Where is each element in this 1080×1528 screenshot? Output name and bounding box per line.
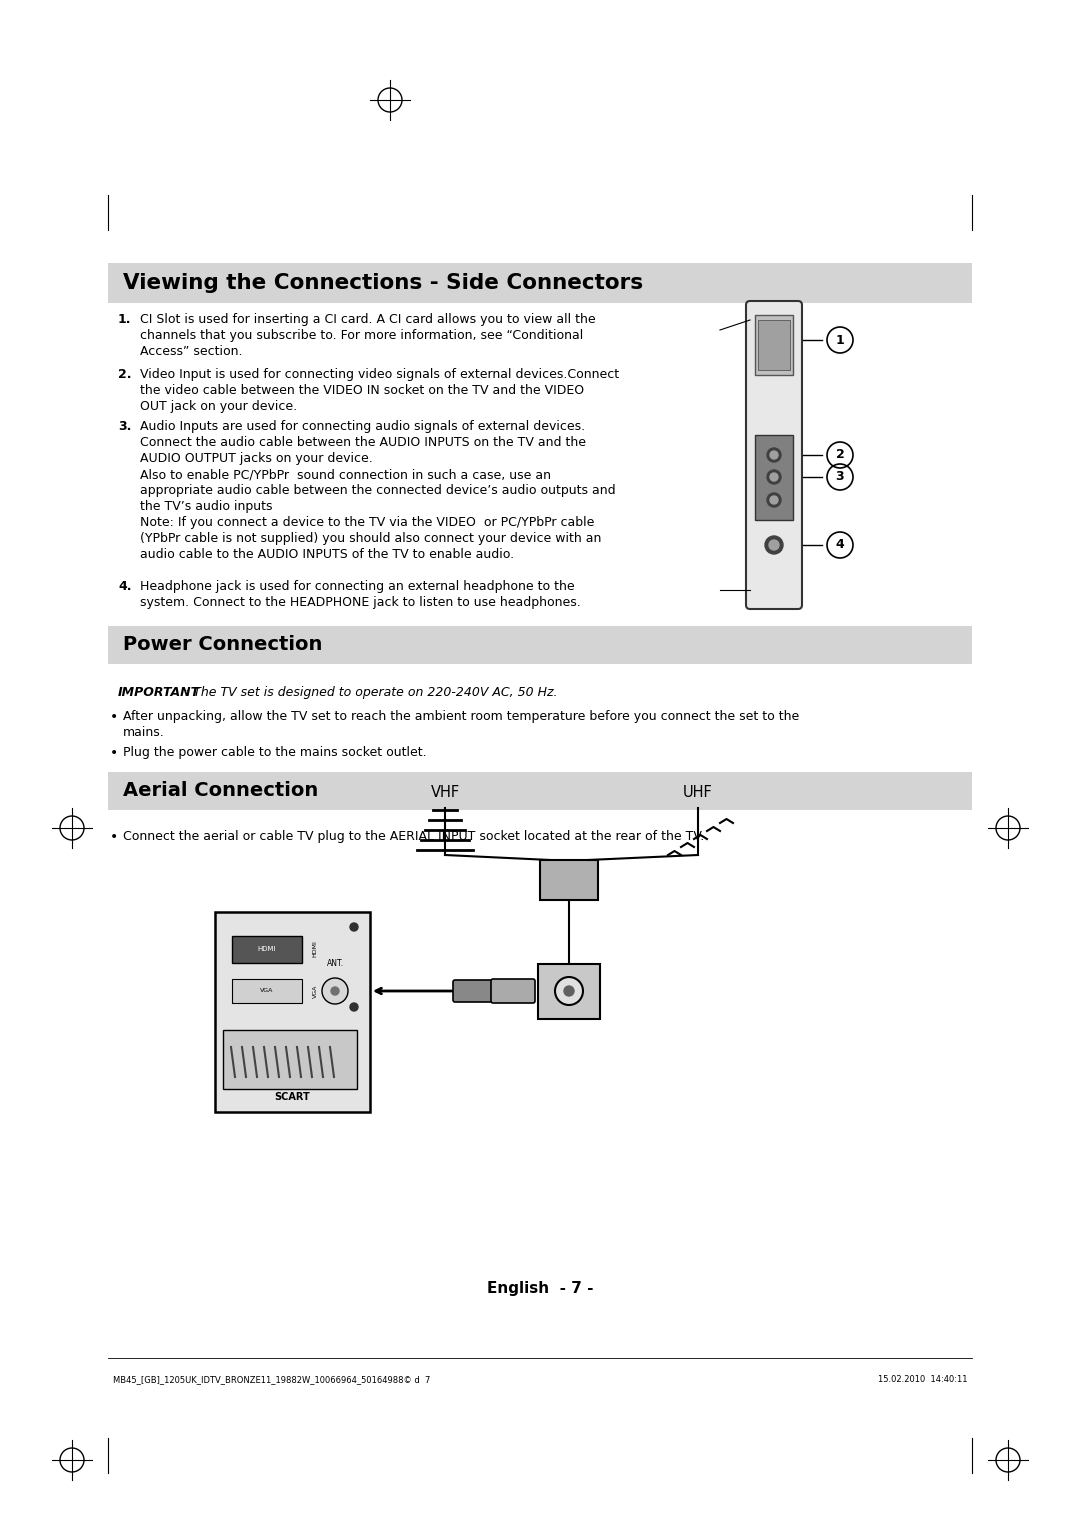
Text: Aerial Connection: Aerial Connection [123, 781, 319, 801]
Text: 4.: 4. [118, 581, 132, 593]
FancyBboxPatch shape [232, 937, 302, 963]
Text: HDMI: HDMI [258, 946, 276, 952]
Text: AUDIO OUTPUT jacks on your device.: AUDIO OUTPUT jacks on your device. [140, 452, 373, 465]
Text: UHF: UHF [684, 785, 713, 801]
Text: 4: 4 [836, 538, 845, 552]
Circle shape [350, 923, 357, 931]
Bar [538, 964, 600, 1019]
Text: ANT.: ANT. [327, 960, 345, 969]
Text: 15.02.2010  14:40:11: 15.02.2010 14:40:11 [877, 1375, 967, 1384]
Text: SCART: SCART [274, 1093, 310, 1102]
Text: Connect the aerial or cable TV plug to the AERIAL INPUT socket located at the re: Connect the aerial or cable TV plug to t… [123, 830, 704, 843]
Text: Connect the audio cable between the AUDIO INPUTS on the TV and the: Connect the audio cable between the AUDI… [140, 435, 586, 449]
Bar [758, 319, 789, 370]
Bar [755, 435, 793, 520]
Circle shape [322, 978, 348, 1004]
Text: English  - 7 -: English - 7 - [487, 1280, 593, 1296]
Text: the TV’s audio inputs: the TV’s audio inputs [140, 500, 272, 513]
Bar [108, 626, 972, 665]
Circle shape [350, 1002, 357, 1012]
Bar [755, 315, 793, 374]
Text: (YPbPr cable is not supplied) you should also connect your device with an: (YPbPr cable is not supplied) you should… [140, 532, 602, 545]
Circle shape [827, 465, 853, 490]
Circle shape [767, 471, 781, 484]
Text: After unpacking, allow the TV set to reach the ambient room temperature before y: After unpacking, allow the TV set to rea… [123, 711, 799, 723]
Circle shape [564, 986, 573, 996]
Text: IMPORTANT: IMPORTANT [118, 686, 200, 698]
Bar [540, 860, 598, 900]
Text: audio cable to the AUDIO INPUTS of the TV to enable audio.: audio cable to the AUDIO INPUTS of the T… [140, 549, 514, 561]
Text: HDMI: HDMI [312, 941, 318, 958]
Text: 3.: 3. [118, 420, 132, 432]
Text: system. Connect to the HEADPHONE jack to listen to use headphones.: system. Connect to the HEADPHONE jack to… [140, 596, 581, 610]
Text: 2: 2 [836, 449, 845, 461]
Text: 1: 1 [836, 333, 845, 347]
Circle shape [555, 976, 583, 1005]
Text: Audio Inputs are used for connecting audio signals of external devices.: Audio Inputs are used for connecting aud… [140, 420, 585, 432]
Text: •: • [110, 711, 118, 724]
Text: •: • [110, 830, 118, 843]
Text: VGA: VGA [260, 989, 273, 993]
Text: 1.: 1. [118, 313, 132, 325]
Circle shape [330, 987, 339, 995]
Circle shape [770, 497, 778, 504]
Text: Power Connection: Power Connection [123, 636, 322, 654]
Text: OUT jack on your device.: OUT jack on your device. [140, 400, 297, 413]
Circle shape [827, 442, 853, 468]
FancyBboxPatch shape [453, 979, 492, 1002]
Circle shape [767, 494, 781, 507]
Text: Video Input is used for connecting video signals of external devices.Connect: Video Input is used for connecting video… [140, 368, 619, 380]
Text: Viewing the Connections - Side Connectors: Viewing the Connections - Side Connector… [123, 274, 643, 293]
FancyBboxPatch shape [491, 979, 535, 1002]
Circle shape [765, 536, 783, 555]
Text: Access” section.: Access” section. [140, 345, 243, 358]
Text: CI Slot is used for inserting a CI card. A CI card allows you to view all the: CI Slot is used for inserting a CI card.… [140, 313, 596, 325]
FancyBboxPatch shape [232, 979, 302, 1002]
Text: 2.: 2. [118, 368, 132, 380]
Text: Plug the power cable to the mains socket outlet.: Plug the power cable to the mains socket… [123, 746, 427, 759]
FancyBboxPatch shape [746, 301, 802, 610]
Text: mains.: mains. [123, 726, 165, 740]
Circle shape [770, 474, 778, 481]
Text: Headphone jack is used for connecting an external headphone to the: Headphone jack is used for connecting an… [140, 581, 575, 593]
Text: VGA: VGA [312, 984, 318, 998]
Text: •: • [110, 746, 118, 759]
Text: 3: 3 [836, 471, 845, 483]
Circle shape [770, 451, 778, 458]
Text: channels that you subscribe to. For more information, see “Conditional: channels that you subscribe to. For more… [140, 329, 583, 342]
Circle shape [769, 539, 779, 550]
Circle shape [767, 448, 781, 461]
Circle shape [827, 532, 853, 558]
Text: VHF: VHF [431, 785, 460, 801]
Text: : The TV set is designed to operate on 220-240V AC, 50 Hz.: : The TV set is designed to operate on 2… [185, 686, 557, 698]
Text: Also to enable PC/YPbPr  sound connection in such a case, use an: Also to enable PC/YPbPr sound connection… [140, 468, 551, 481]
Bar [108, 263, 972, 303]
Text: appropriate audio cable between the connected device’s audio outputs and: appropriate audio cable between the conn… [140, 484, 616, 497]
Bar [215, 912, 370, 1112]
Text: MB45_[GB]_1205UK_IDTV_BRONZE11_19882W_10066964_50164988© d  7: MB45_[GB]_1205UK_IDTV_BRONZE11_19882W_10… [113, 1375, 430, 1384]
Bar [108, 772, 972, 810]
Text: Note: If you connect a device to the TV via the VIDEO  or PC/YPbPr cable: Note: If you connect a device to the TV … [140, 516, 594, 529]
Circle shape [827, 327, 853, 353]
FancyBboxPatch shape [222, 1030, 357, 1089]
Text: the video cable between the VIDEO IN socket on the TV and the VIDEO: the video cable between the VIDEO IN soc… [140, 384, 584, 397]
